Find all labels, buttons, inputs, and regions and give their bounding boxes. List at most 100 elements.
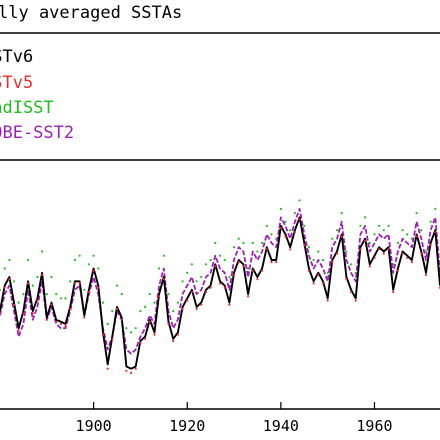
data-point-sstv5 (111, 337, 114, 340)
data-point-sstv5 (101, 333, 105, 336)
data-point-sstv5 (256, 278, 259, 281)
data-point-sstv5 (368, 265, 371, 268)
data-point-sstv5 (293, 231, 296, 234)
data-point-hadisst (167, 293, 170, 296)
series-sstv6 (0, 216, 440, 370)
data-point-sstv5 (158, 295, 161, 298)
data-point-sstv5 (340, 235, 343, 238)
data-point-sstv5 (8, 278, 11, 281)
x-tick-label: 1940 (263, 417, 299, 435)
data-point-hadisst (190, 263, 193, 266)
data-point-sstv5 (317, 273, 320, 276)
plot-area (0, 199, 440, 374)
data-point-sstv5 (387, 248, 390, 251)
data-point-sstv5 (97, 286, 100, 289)
data-point-hadisst (406, 233, 409, 236)
data-point-sstv5 (359, 248, 362, 251)
series-line-cobe-sst2 (0, 208, 440, 355)
data-point-hadisst (340, 212, 343, 215)
data-point-hadisst (307, 246, 310, 249)
data-point-hadisst (387, 224, 390, 227)
data-point-sstv5 (415, 235, 418, 238)
legend-entry-sstv5: SSTv5 (0, 73, 33, 93)
data-point-hadisst (232, 246, 236, 249)
data-point-sstv5 (36, 299, 39, 302)
data-point-hadisst (312, 258, 315, 262)
data-point-hadisst (401, 229, 404, 232)
data-point-hadisst (270, 233, 273, 236)
data-point-sstv5 (172, 339, 175, 343)
data-point-sstv5 (69, 307, 72, 311)
data-point-sstv5 (392, 290, 395, 294)
data-point-hadisst (415, 212, 418, 215)
data-point-hadisst (396, 241, 399, 245)
data-point-sstv5 (87, 290, 90, 294)
data-point-hadisst (97, 267, 100, 270)
data-point-hadisst (378, 224, 381, 227)
data-point-sstv5 (382, 252, 385, 255)
data-point-sstv5 (270, 261, 273, 264)
data-point-sstv5 (0, 312, 2, 315)
data-point-sstv5 (204, 290, 208, 294)
data-point-hadisst (298, 199, 301, 202)
data-point-hadisst (45, 293, 48, 296)
data-point-hadisst (237, 237, 240, 240)
data-point-sstv5 (378, 248, 381, 251)
data-point-hadisst (50, 275, 53, 279)
data-point-sstv5 (307, 269, 310, 272)
data-point-sstv5 (144, 337, 147, 340)
series-line-sstv6 (0, 216, 440, 370)
data-point-hadisst (321, 258, 325, 262)
data-point-sstv5 (331, 261, 334, 264)
data-point-sstv5 (275, 261, 278, 264)
data-point-hadisst (317, 250, 320, 253)
data-point-hadisst (12, 280, 16, 283)
data-point-hadisst (106, 322, 109, 325)
data-point-hadisst (429, 220, 432, 223)
data-point-sstv5 (45, 318, 48, 321)
legend-entry-hadisst: HadISST (0, 98, 54, 118)
data-point-hadisst (256, 250, 259, 253)
data-point-sstv5 (298, 218, 301, 221)
data-point-sstv5 (354, 299, 357, 302)
data-point-sstv5 (162, 278, 165, 281)
data-point-sstv5 (64, 324, 67, 328)
data-point-hadisst (3, 267, 6, 270)
data-point-sstv5 (209, 286, 212, 289)
data-point-hadisst (78, 254, 81, 257)
data-point-sstv5 (284, 235, 287, 238)
data-point-sstv5 (181, 307, 184, 311)
data-point-sstv5 (27, 282, 30, 285)
data-point-hadisst (303, 224, 306, 227)
data-point-hadisst (293, 212, 296, 215)
series-sstv5 (0, 218, 440, 374)
x-tick-label: 1960 (356, 417, 392, 435)
data-point-hadisst (158, 267, 161, 270)
data-point-sstv5 (50, 303, 53, 306)
data-point-hadisst (101, 301, 105, 304)
data-point-hadisst (331, 237, 334, 240)
data-point-sstv5 (148, 320, 151, 323)
data-point-sstv5 (106, 367, 109, 370)
data-point-sstv5 (41, 273, 44, 276)
data-point-sstv5 (223, 286, 226, 289)
chart-title: lly averaged SSTAs (0, 3, 182, 23)
data-point-sstv5 (83, 316, 86, 319)
data-point-hadisst (172, 310, 175, 313)
data-point-sstv5 (420, 252, 423, 255)
data-point-hadisst (120, 293, 123, 296)
data-point-sstv5 (190, 290, 193, 294)
data-point-hadisst (209, 258, 212, 262)
data-point-hadisst (195, 280, 198, 283)
data-point-hadisst (223, 258, 226, 262)
data-point-sstv5 (22, 312, 25, 315)
data-point-hadisst (279, 207, 282, 210)
data-point-sstv5 (186, 299, 189, 302)
data-point-hadisst (364, 216, 367, 219)
data-point-hadisst (69, 280, 72, 283)
data-point-hadisst (41, 250, 44, 253)
data-point-hadisst (59, 297, 63, 300)
data-point-hadisst (8, 258, 11, 262)
data-point-sstv5 (251, 269, 254, 272)
data-point-sstv5 (17, 329, 20, 332)
